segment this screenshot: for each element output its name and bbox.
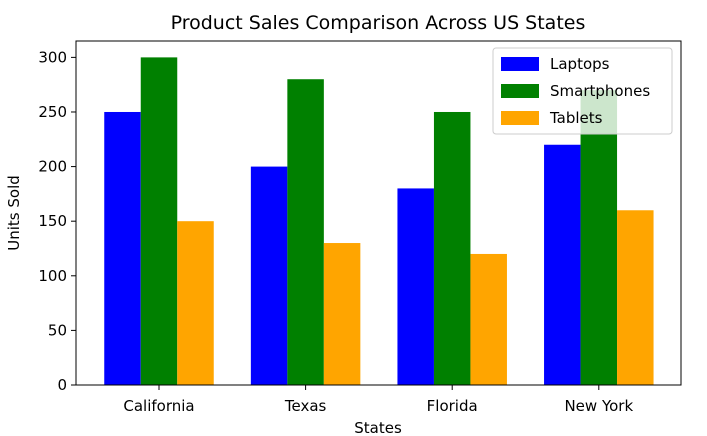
- y-tick-label: 0: [57, 376, 67, 394]
- chart-title: Product Sales Comparison Across US State…: [171, 12, 586, 34]
- y-tick-label: 100: [38, 267, 67, 285]
- y-tick-label: 200: [38, 158, 67, 176]
- bar-laptops-california: [104, 111, 141, 385]
- legend-swatch-tablets: [501, 111, 539, 125]
- y-tick-label: 50: [48, 321, 67, 339]
- bar-smartphones-california: [140, 57, 178, 385]
- bar-tablets-new-york: [617, 210, 654, 385]
- bar-tablets-texas: [323, 243, 361, 385]
- legend-swatch-laptops: [501, 57, 539, 71]
- y-axis: 0 50 100 150 200 250 300: [38, 48, 76, 394]
- bars-group: [104, 57, 654, 386]
- y-tick-label: 300: [38, 48, 67, 66]
- legend-swatch-smartphones: [501, 84, 539, 98]
- bar-laptops-florida: [397, 188, 434, 385]
- plot-frame: [75, 40, 682, 386]
- x-tick-label: Florida: [427, 397, 478, 415]
- x-tick-label: Texas: [284, 397, 327, 415]
- y-tick-label: 150: [38, 212, 67, 230]
- bar-smartphones-texas: [287, 79, 324, 385]
- bar-smartphones-new-york: [580, 90, 618, 386]
- bar-smartphones-florida: [433, 111, 471, 385]
- x-axis-label: States: [354, 419, 402, 436]
- legend-label-laptops: Laptops: [550, 55, 610, 73]
- legend-label-smartphones: Smartphones: [550, 82, 650, 100]
- x-axis: California Texas Florida New York: [123, 385, 633, 415]
- y-axis-label: Units Sold: [5, 175, 23, 251]
- bar-laptops-new-york: [544, 144, 581, 385]
- y-tick-label: 250: [38, 103, 67, 121]
- legend-label-tablets: Tablets: [549, 109, 603, 127]
- x-tick-label: California: [123, 397, 194, 415]
- x-tick-label: New York: [564, 397, 633, 415]
- bar-laptops-texas: [250, 166, 288, 385]
- bar-tablets-florida: [470, 253, 507, 385]
- bar-tablets-california: [177, 221, 214, 385]
- legend: Laptops Smartphones Tablets: [492, 47, 673, 135]
